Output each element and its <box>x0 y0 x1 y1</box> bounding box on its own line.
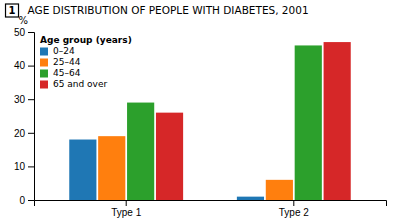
plot: 0 10 20 30 40 50 Type 1 Type 2 Age group (years)… <box>14 27 387 218</box>
legend-swatch <box>40 59 48 67</box>
x-tick-mark <box>293 200 294 206</box>
y-tick: 10 <box>14 161 34 172</box>
y-tick: 50 <box>14 27 34 38</box>
chart: 1 AGE DISTRIBUTION OF PEOPLE WITH DIABETE… <box>0 0 396 222</box>
title: AGE DISTRIBUTION OF PEOPLE WITH DIABETES… <box>28 4 309 16</box>
x-axis-line <box>35 201 387 207</box>
bar <box>69 140 96 200</box>
legend: Age group (years)0–2425–4445–6465 and ov… <box>40 35 132 89</box>
bar <box>127 103 154 200</box>
legend-item: 25–44 <box>40 57 81 67</box>
bars <box>69 42 350 200</box>
y-tick: 0 <box>19 195 34 206</box>
y-tick-label: 20 <box>14 128 26 139</box>
y-tick-mark <box>28 166 34 167</box>
bar <box>324 42 351 200</box>
legend-label: 45–64 <box>53 68 81 78</box>
x-tick-label: Type 1 <box>111 207 141 218</box>
x-tick: Type 1 <box>111 200 141 218</box>
y-tick-label: 40 <box>14 60 26 71</box>
series <box>156 42 351 200</box>
y-tick-mark <box>28 200 34 201</box>
y-label: % <box>18 15 28 26</box>
y-axis: 0 10 20 30 40 50 <box>14 27 35 206</box>
annotation: 1 <box>9 5 16 16</box>
y-tick: 20 <box>14 128 34 139</box>
legend-swatch <box>40 70 48 78</box>
annotation-group: 1 <box>6 4 19 17</box>
y-tick-mark <box>28 66 34 67</box>
x-tick-mark <box>126 200 127 206</box>
bar <box>237 197 264 200</box>
y-tick: 30 <box>14 94 34 105</box>
legend-item: 0–24 <box>40 46 75 56</box>
y-tick-mark <box>28 32 34 33</box>
y-tick-label: 10 <box>14 161 26 172</box>
x-tick: Type 2 <box>279 200 309 218</box>
legend-swatch <box>40 81 48 89</box>
legend-item: 45–64 <box>40 68 81 78</box>
bar <box>266 180 293 200</box>
x-axis: Type 1 Type 2 <box>35 200 387 218</box>
y-tick: 40 <box>14 60 34 71</box>
y-tick-label: 50 <box>14 27 26 38</box>
legend-label: 65 and over <box>53 79 107 89</box>
y-tick-mark <box>28 99 34 100</box>
annotation-box <box>6 4 19 17</box>
legend-label: 0–24 <box>53 46 75 56</box>
y-tick-mark <box>28 133 34 134</box>
series <box>127 45 322 200</box>
legend-item: 65 and over <box>40 79 107 89</box>
y-tick-label: 30 <box>14 94 26 105</box>
y-axis-line <box>28 33 35 201</box>
bar <box>295 45 322 200</box>
legend-swatch <box>40 48 48 56</box>
legend-title: Age group (years) <box>40 35 132 45</box>
bar <box>156 113 183 200</box>
y-tick-label: 0 <box>19 195 25 206</box>
legend-label: 25–44 <box>53 57 81 67</box>
x-tick-label: Type 2 <box>279 207 309 218</box>
bar <box>98 136 125 200</box>
